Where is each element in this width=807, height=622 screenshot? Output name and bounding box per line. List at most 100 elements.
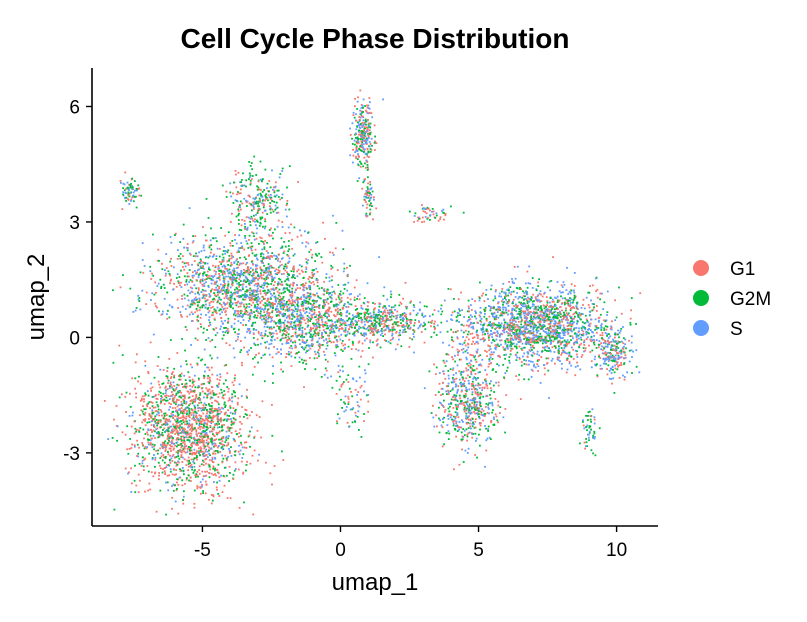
data-point-g2m <box>314 323 317 325</box>
data-point-s <box>375 325 377 328</box>
data-point-g1 <box>280 283 282 286</box>
data-point-g1 <box>171 407 174 409</box>
data-point-g2m <box>217 463 220 466</box>
data-point-g2m <box>340 314 343 317</box>
data-point-s <box>230 271 232 274</box>
data-point-s <box>209 294 211 297</box>
data-point-s <box>256 310 259 313</box>
data-point-g2m <box>165 375 168 377</box>
data-point-g1 <box>141 395 144 398</box>
data-point-g1 <box>184 451 187 454</box>
data-point-g2m <box>236 287 239 290</box>
data-point-s <box>206 262 209 265</box>
data-point-g1 <box>212 495 215 498</box>
data-point-g1 <box>389 339 392 342</box>
data-point-s <box>222 308 225 310</box>
data-point-g2m <box>174 234 176 236</box>
data-point-g1 <box>160 313 163 316</box>
data-point-g1 <box>139 479 141 482</box>
data-point-g1 <box>172 468 175 470</box>
data-point-g2m <box>257 275 259 277</box>
data-point-s <box>137 294 140 297</box>
data-point-g1 <box>286 265 288 268</box>
data-point-g2m <box>331 266 334 269</box>
data-point-g1 <box>301 333 304 335</box>
data-point-s <box>370 314 373 317</box>
data-point-s <box>319 313 321 315</box>
data-point-g2m <box>308 280 311 283</box>
data-point-g1 <box>259 302 262 304</box>
data-point-g2m <box>269 305 272 308</box>
data-point-s <box>306 307 308 310</box>
data-point-g1 <box>372 356 374 359</box>
data-point-g1 <box>149 488 152 491</box>
data-point-g2m <box>265 278 268 280</box>
data-point-g1 <box>226 268 228 270</box>
data-point-g2m <box>333 352 336 354</box>
data-point-s <box>280 307 282 310</box>
data-point-g2m <box>247 279 249 281</box>
data-point-g2m <box>178 395 181 398</box>
data-point-s <box>275 194 278 197</box>
data-point-g2m <box>247 247 250 249</box>
data-point-g1 <box>259 306 262 309</box>
data-point-g1 <box>189 253 192 256</box>
data-point-s <box>266 312 269 315</box>
data-point-s <box>149 439 152 442</box>
data-point-g1 <box>144 420 146 422</box>
data-point-g2m <box>283 287 285 290</box>
data-point-g1 <box>334 309 337 312</box>
data-point-g1 <box>243 446 246 449</box>
data-point-g2m <box>322 307 324 309</box>
data-point-s <box>233 262 236 264</box>
data-point-g1 <box>191 417 194 420</box>
data-point-s <box>153 395 155 398</box>
data-point-s <box>342 370 344 373</box>
data-point-g2m <box>216 300 219 303</box>
data-point-g1 <box>196 305 199 308</box>
data-point-g1 <box>245 263 247 266</box>
data-point-g2m <box>216 433 218 436</box>
data-point-g2m <box>232 473 235 476</box>
data-point-s <box>308 287 311 289</box>
data-point-g2m <box>245 464 248 466</box>
data-point-s <box>255 213 257 216</box>
data-point-g2m <box>225 196 228 198</box>
data-point-g2m <box>274 195 277 198</box>
data-point-g2m <box>329 331 332 334</box>
data-point-g2m <box>283 241 286 243</box>
data-point-g2m <box>186 422 189 425</box>
data-point-g1 <box>363 129 366 132</box>
data-point-g2m <box>286 202 288 205</box>
data-point-g2m <box>184 326 187 328</box>
data-point-s <box>237 320 240 322</box>
data-point-s <box>265 316 268 318</box>
data-point-g2m <box>374 327 377 329</box>
data-point-s <box>219 283 222 286</box>
data-point-g2m <box>211 339 214 341</box>
data-point-g1 <box>151 419 154 422</box>
data-point-g2m <box>249 287 252 290</box>
data-point-g2m <box>280 280 283 283</box>
data-point-s <box>253 342 256 345</box>
data-point-g2m <box>217 277 220 279</box>
data-point-g2m <box>427 321 430 324</box>
data-point-g2m <box>274 297 277 299</box>
data-point-g1 <box>348 328 350 330</box>
data-point-g2m <box>344 334 347 337</box>
data-point-s <box>252 206 255 209</box>
data-point-g2m <box>284 263 287 266</box>
data-point-g1 <box>214 281 216 284</box>
data-point-g2m <box>290 270 293 272</box>
data-point-g1 <box>150 443 152 446</box>
data-point-g2m <box>320 376 323 378</box>
data-point-g2m <box>260 240 263 243</box>
data-point-s <box>177 454 180 457</box>
data-point-s <box>325 347 328 350</box>
data-point-g1 <box>362 148 365 151</box>
data-point-g1 <box>391 327 394 329</box>
data-point-g2m <box>284 313 286 315</box>
data-point-g1 <box>242 283 245 286</box>
data-point-s <box>207 337 210 339</box>
data-point-g2m <box>400 322 402 324</box>
